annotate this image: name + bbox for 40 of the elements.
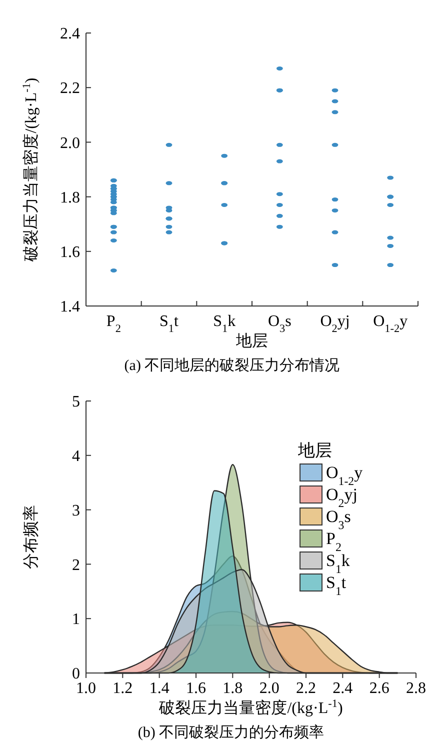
y-tick-label: 4 <box>72 448 80 465</box>
x-tick-label: O$_{2}$yj <box>320 313 350 335</box>
legend-label: S$_{1}$k <box>326 551 350 576</box>
y-tick-label: 1.4 <box>60 298 80 316</box>
x-tick-label: O$_{3}$s <box>268 313 292 335</box>
x-axis-title: 地层 <box>235 332 268 350</box>
text: (a) 不同地层的破裂压力分布情况 <box>124 357 340 374</box>
x-tick-label: P$_{2}$ <box>106 313 121 335</box>
legend-title: 地层 <box>297 441 332 460</box>
y-tick-label: 2.4 <box>60 26 80 43</box>
x-tick-label: S$_{1}$t <box>160 313 180 335</box>
x-tick-label: 2.0 <box>259 680 280 697</box>
x-tick-label: 1.8 <box>222 680 243 697</box>
x-axis-title: 破裂压力当量密度/(kg·L$^{-1}$) <box>158 698 343 717</box>
y-tick-label: 1.6 <box>60 244 80 261</box>
text: (b) 不同破裂压力的分布频率 <box>138 724 324 741</box>
x-tick-label: 1.4 <box>149 680 170 697</box>
y-tick-label: 2.0 <box>60 134 80 152</box>
legend-label: S$_{1}$t <box>326 573 346 598</box>
y-tick-label: 0 <box>72 666 80 683</box>
y-tick-label: 3 <box>72 502 80 520</box>
y-axis-title: 分布频率 <box>22 505 40 569</box>
y-tick-label: 5 <box>72 394 80 411</box>
legend-label: P$_{2}$ <box>326 529 342 554</box>
legend-label: O$_{2}$yj <box>326 485 358 510</box>
x-tick-label: 1.6 <box>186 680 206 697</box>
x-tick-label: O$_{1-2}$y <box>373 313 408 335</box>
x-tick-label: 2.4 <box>332 680 353 697</box>
y-tick-label: 2.2 <box>60 80 80 98</box>
legend-label: O$_{3}$s <box>326 507 351 532</box>
y-tick-label: 1.8 <box>60 189 80 206</box>
y-tick-label: 2 <box>72 556 80 574</box>
x-tick-label: 1.0 <box>76 680 96 697</box>
x-tick-label: 2.6 <box>369 680 390 697</box>
x-tick-label: 1.2 <box>112 680 133 697</box>
x-tick-label: S$_{1}$k <box>213 313 236 335</box>
legend-label: O$_{1-2}$y <box>326 463 364 488</box>
x-tick-label: 2.8 <box>406 680 426 697</box>
x-tick-label: 2.2 <box>296 680 316 697</box>
y-tick-label: 1 <box>72 611 80 628</box>
